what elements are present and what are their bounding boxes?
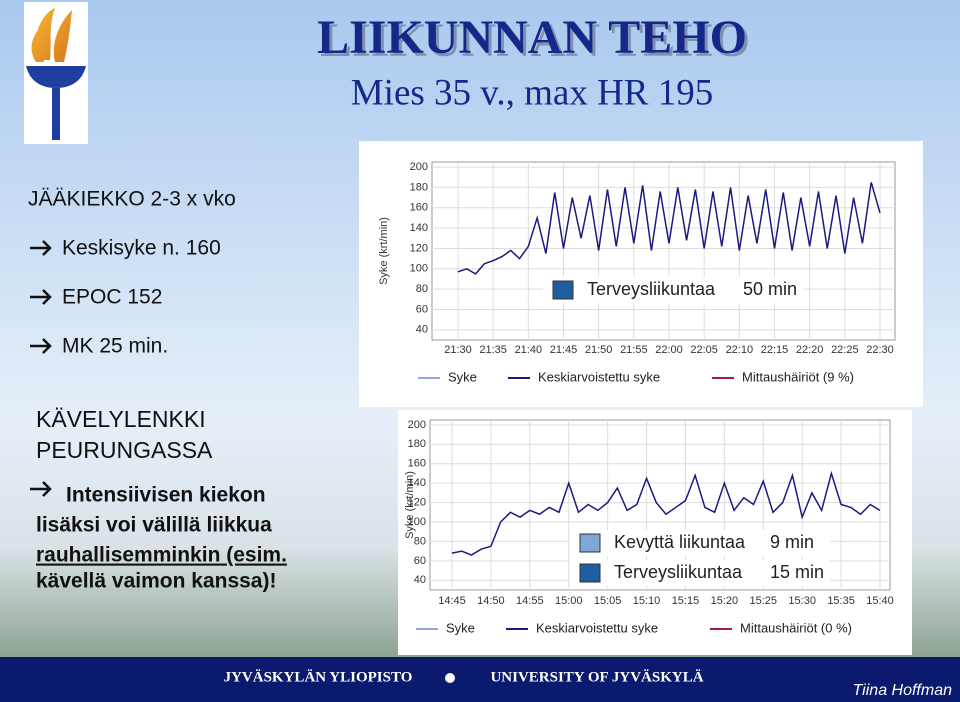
y-axis-label: Syke (krt/min) — [404, 471, 416, 539]
hr-line — [451, 470, 881, 556]
x-tick-label: 21:35 — [479, 344, 507, 356]
footer-text: JYVÄSKYLÄN YLIOPISTO — [224, 669, 413, 685]
zone-box-bg — [543, 277, 803, 303]
x-tick-label: 15:05 — [594, 595, 622, 607]
zone-label: Terveysliikuntaa — [614, 562, 743, 582]
hockey-heading: JÄÄKIEKKO 2-3 x vko — [28, 188, 236, 211]
x-tick-label: 15:00 — [555, 595, 583, 607]
x-tick-label: 22:15 — [761, 344, 789, 356]
y-axis-label: Syke (krt/min) — [378, 217, 390, 285]
walk-text: kävellä vaimon kanssa)! — [36, 570, 276, 593]
x-tick-label: 21:45 — [550, 344, 578, 356]
walk-text: Intensiivisen kiekon — [66, 484, 266, 507]
legend-label: Syke — [446, 620, 475, 635]
x-tick-label: 15:25 — [750, 595, 778, 607]
x-tick-label: 22:05 — [690, 344, 718, 356]
x-tick-label: 14:45 — [438, 595, 466, 607]
y-tick-label: 180 — [408, 438, 426, 450]
x-tick-label: 21:40 — [515, 344, 543, 356]
y-tick-label: 100 — [408, 516, 426, 528]
zone-duration: 15 min — [770, 562, 824, 582]
walk-text: lisäksi voi välillä liikkua — [36, 514, 272, 537]
x-tick-label: 15:20 — [711, 595, 739, 607]
legend-label: Keskiarvoistettu syke — [538, 369, 660, 384]
y-tick-label: 60 — [414, 555, 426, 567]
zone-swatch — [552, 280, 574, 300]
walk-text: rauhallisemminkin (esim. — [36, 544, 287, 567]
walk-heading: PEURUNGASSA — [36, 437, 213, 463]
arrow — [30, 240, 52, 256]
y-tick-label: 40 — [414, 574, 426, 586]
x-tick-label: 22:20 — [796, 344, 824, 356]
logo — [24, 2, 88, 144]
legend-label: Mittaushäiriöt (9 %) — [742, 369, 854, 384]
zone-label: Terveysliikuntaa — [587, 279, 716, 299]
y-tick-label: 80 — [414, 535, 426, 547]
y-tick-label: 140 — [408, 477, 426, 489]
x-tick-label: 14:55 — [516, 595, 544, 607]
zone-swatch — [579, 563, 601, 583]
y-tick-label: 180 — [410, 181, 428, 193]
x-tick-label: 15:30 — [788, 595, 816, 607]
walk-heading: KÄVELYLENKKI — [36, 406, 206, 432]
x-tick-label: 22:30 — [866, 344, 894, 356]
title: LIIKUNNAN TEHO — [317, 11, 747, 64]
footer-dot — [445, 673, 455, 683]
y-tick-label: 160 — [408, 458, 426, 470]
x-tick-label: 15:40 — [866, 595, 894, 607]
arrow — [30, 289, 52, 305]
y-tick-label: 160 — [410, 202, 428, 214]
y-tick-label: 60 — [416, 303, 428, 315]
hockey-bullet: EPOC 152 — [62, 286, 162, 309]
y-tick-label: 120 — [410, 242, 428, 254]
x-tick-label: 21:50 — [585, 344, 613, 356]
y-tick-label: 200 — [408, 419, 426, 431]
hockey-bullet: Keskisyke n. 160 — [62, 237, 221, 260]
x-tick-label: 15:10 — [633, 595, 661, 607]
x-tick-label: 22:00 — [655, 344, 683, 356]
zone-label: Kevyttä liikuntaa — [614, 532, 746, 552]
y-tick-label: 200 — [410, 161, 428, 173]
x-tick-label: 22:10 — [726, 344, 754, 356]
x-tick-label: 21:30 — [444, 344, 472, 356]
y-tick-label: 80 — [416, 283, 428, 295]
y-tick-label: 40 — [416, 324, 428, 336]
title-shadow: LIIKUNNAN TEHO — [320, 14, 750, 67]
zone-box-bg — [570, 530, 830, 556]
x-tick-label: 15:35 — [827, 595, 855, 607]
y-tick-label: 140 — [410, 222, 428, 234]
hr-line — [457, 182, 881, 275]
subtitle: Mies 35 v., max HR 195 — [351, 72, 713, 113]
legend-label: Syke — [448, 369, 477, 384]
zone-duration: 50 min — [743, 279, 797, 299]
footer-text: UNIVERSITY OF JYVÄSKYLÄ — [490, 669, 703, 685]
zone-swatch — [579, 533, 601, 553]
legend-label: Mittaushäiriöt (0 %) — [740, 620, 852, 635]
zone-duration: 9 min — [770, 532, 814, 552]
y-tick-label: 120 — [408, 496, 426, 508]
x-tick-label: 22:25 — [831, 344, 859, 356]
y-tick-label: 100 — [410, 263, 428, 275]
author: Tiina Hoffman — [853, 682, 953, 699]
plot-area — [431, 161, 896, 341]
zone-box-bg — [570, 560, 830, 586]
x-tick-label: 21:55 — [620, 344, 648, 356]
footer-bar — [0, 657, 960, 702]
arrow — [30, 338, 52, 354]
hockey-bullet: MK 25 min. — [62, 335, 168, 358]
legend-label: Keskiarvoistettu syke — [536, 620, 658, 635]
x-tick-label: 14:50 — [477, 595, 505, 607]
arrow — [30, 481, 52, 497]
x-tick-label: 15:15 — [672, 595, 700, 607]
